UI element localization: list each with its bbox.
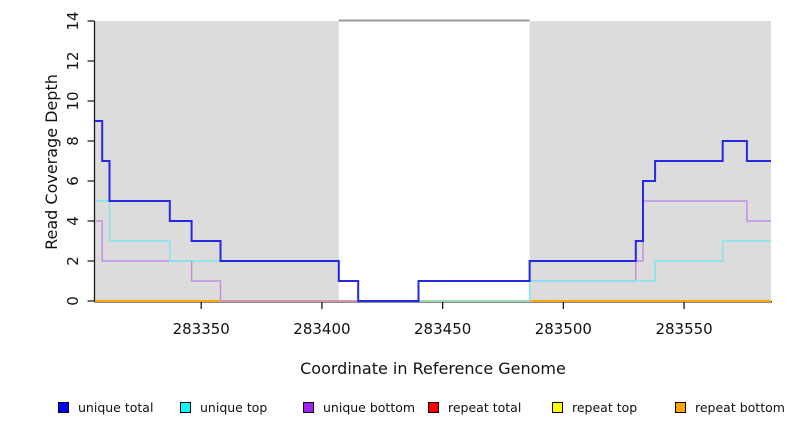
legend-swatch-repeat-total xyxy=(428,401,439,413)
y-tick-label: 0 xyxy=(64,296,82,306)
x-axis-title: Coordinate in Reference Genome xyxy=(300,359,566,378)
y-tick-label: 6 xyxy=(64,176,82,186)
x-tick-label: 283350 xyxy=(172,320,230,338)
y-axis-title: Read Coverage Depth xyxy=(42,74,61,250)
legend-swatch-unique-total xyxy=(58,401,69,413)
y-tick-label: 4 xyxy=(64,216,82,226)
legend-item-repeat-total: repeat total xyxy=(428,398,521,416)
x-tick-label: 283550 xyxy=(655,320,713,338)
legend-label: unique total xyxy=(78,399,154,415)
y-tick-label: 2 xyxy=(64,256,82,266)
legend-label: repeat total xyxy=(448,399,522,415)
legend-label: repeat bottom xyxy=(695,399,785,415)
y-tick-label: 12 xyxy=(64,51,82,71)
legend-label: repeat top xyxy=(572,399,638,415)
shaded-region xyxy=(95,21,339,303)
legend-swatch-unique-top xyxy=(180,401,191,413)
legend-item-repeat-bottom: repeat bottom xyxy=(675,398,785,416)
x-tick-label: 283500 xyxy=(534,320,592,338)
y-tick-label: 8 xyxy=(64,136,82,146)
legend-label: unique top xyxy=(200,399,268,415)
shaded-region xyxy=(529,21,771,303)
series-line-unique-total xyxy=(95,120,771,302)
legend-item-repeat-top: repeat top xyxy=(552,398,637,416)
legend-swatch-repeat-bottom xyxy=(675,401,686,413)
legend-item-unique-top: unique top xyxy=(180,398,267,416)
tick-marks xyxy=(87,20,685,309)
x-tick-label: 283400 xyxy=(293,320,351,338)
legend-swatch-repeat-top xyxy=(552,401,563,413)
legend-label: unique bottom xyxy=(323,399,416,415)
y-tick-label: 10 xyxy=(64,91,82,111)
legend: unique total unique top unique bottom repea… xyxy=(0,398,792,420)
legend-item-unique-total: unique total xyxy=(58,398,153,416)
y-tick-label: 14 xyxy=(64,11,82,31)
x-tick-label: 283450 xyxy=(414,320,472,338)
legend-swatch-unique-bottom xyxy=(303,401,314,413)
legend-item-unique-bottom: unique bottom xyxy=(303,398,415,416)
